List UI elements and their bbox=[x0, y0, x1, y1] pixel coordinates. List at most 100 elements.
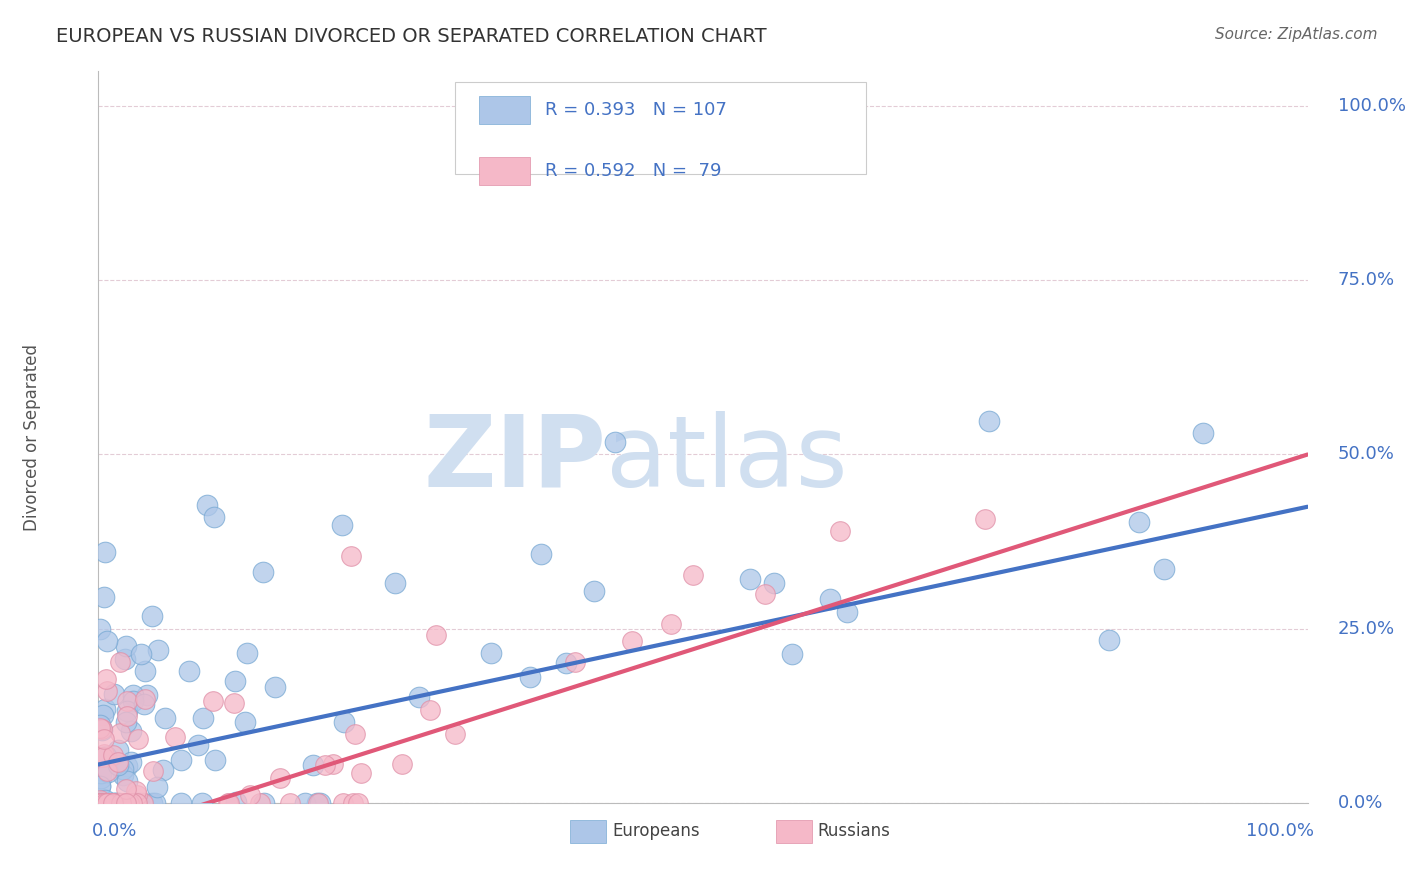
Point bbox=[443, 727, 465, 741]
Point bbox=[100, 796, 122, 810]
Point bbox=[125, 796, 148, 810]
Point bbox=[143, 796, 166, 810]
Point bbox=[1153, 561, 1175, 575]
Point bbox=[322, 756, 344, 771]
Point bbox=[107, 755, 129, 769]
Point bbox=[233, 714, 256, 729]
Point bbox=[530, 547, 553, 561]
Bar bbox=[569, 820, 606, 843]
Point bbox=[90, 722, 112, 736]
Point bbox=[115, 773, 138, 788]
Point bbox=[93, 591, 115, 605]
Point bbox=[122, 796, 145, 810]
Point bbox=[218, 796, 240, 810]
Point bbox=[307, 796, 329, 810]
Point bbox=[120, 723, 142, 738]
Point bbox=[96, 634, 118, 648]
Text: 0.0%: 0.0% bbox=[1339, 794, 1384, 812]
Point bbox=[93, 545, 115, 559]
Point bbox=[217, 796, 239, 810]
Text: 100.0%: 100.0% bbox=[1339, 97, 1406, 115]
Point bbox=[754, 587, 776, 601]
Point bbox=[278, 796, 301, 810]
Point bbox=[94, 796, 117, 810]
Point bbox=[94, 672, 117, 686]
Text: 100.0%: 100.0% bbox=[1246, 822, 1313, 840]
Point bbox=[141, 608, 163, 623]
Text: EUROPEAN VS RUSSIAN DIVORCED OR SEPARATED CORRELATION CHART: EUROPEAN VS RUSSIAN DIVORCED OR SEPARATE… bbox=[56, 27, 766, 45]
Point bbox=[111, 768, 134, 782]
Point bbox=[224, 696, 246, 710]
Point bbox=[98, 796, 121, 810]
Point bbox=[118, 796, 141, 810]
Point bbox=[90, 771, 112, 785]
Point bbox=[115, 640, 138, 654]
Point bbox=[127, 789, 149, 803]
Point bbox=[89, 623, 111, 637]
Point bbox=[91, 750, 114, 764]
Text: Europeans: Europeans bbox=[613, 822, 700, 840]
Point bbox=[132, 796, 155, 810]
Point bbox=[103, 687, 125, 701]
Point bbox=[115, 796, 138, 810]
Point bbox=[332, 796, 354, 810]
Point bbox=[148, 642, 170, 657]
Point bbox=[583, 584, 606, 599]
Point bbox=[104, 796, 127, 810]
Point bbox=[108, 796, 131, 810]
Point bbox=[125, 784, 148, 798]
Point bbox=[129, 647, 152, 661]
Point bbox=[96, 796, 118, 810]
Point bbox=[350, 766, 373, 780]
Point bbox=[97, 765, 120, 780]
Point bbox=[780, 647, 803, 661]
Point bbox=[114, 781, 136, 796]
Point bbox=[103, 796, 125, 810]
Point bbox=[122, 693, 145, 707]
Point bbox=[170, 753, 193, 767]
Point bbox=[101, 748, 124, 763]
Point bbox=[89, 717, 111, 731]
Point bbox=[127, 732, 149, 747]
Point bbox=[253, 796, 276, 810]
Point bbox=[620, 634, 643, 648]
Bar bbox=[479, 157, 530, 185]
Point bbox=[191, 711, 214, 725]
Point bbox=[110, 796, 132, 810]
Point bbox=[91, 723, 114, 737]
Point bbox=[89, 793, 111, 807]
Point bbox=[236, 647, 259, 661]
Point bbox=[93, 731, 115, 746]
Point bbox=[555, 656, 578, 670]
Point bbox=[93, 747, 115, 762]
Point bbox=[96, 684, 118, 698]
Point bbox=[91, 796, 114, 810]
FancyBboxPatch shape bbox=[456, 82, 866, 174]
Point bbox=[1098, 633, 1121, 648]
Point bbox=[132, 697, 155, 711]
Point bbox=[89, 796, 111, 810]
Point bbox=[90, 796, 112, 810]
Point bbox=[90, 796, 112, 810]
Point bbox=[89, 796, 111, 810]
Point bbox=[305, 796, 328, 810]
Point bbox=[90, 796, 112, 810]
Point bbox=[90, 765, 112, 780]
Point bbox=[384, 576, 406, 591]
Point bbox=[152, 764, 174, 778]
Point bbox=[187, 738, 209, 752]
Text: atlas: atlas bbox=[606, 410, 848, 508]
Point bbox=[94, 792, 117, 806]
Point bbox=[115, 759, 138, 773]
Point bbox=[111, 762, 134, 776]
Point bbox=[142, 764, 165, 778]
Point bbox=[90, 764, 112, 778]
Bar bbox=[776, 820, 811, 843]
Point bbox=[94, 796, 117, 810]
Point bbox=[828, 524, 851, 539]
Point bbox=[309, 796, 332, 810]
Point bbox=[302, 758, 325, 772]
Point bbox=[100, 796, 122, 810]
Point bbox=[107, 742, 129, 756]
Point bbox=[110, 796, 132, 810]
